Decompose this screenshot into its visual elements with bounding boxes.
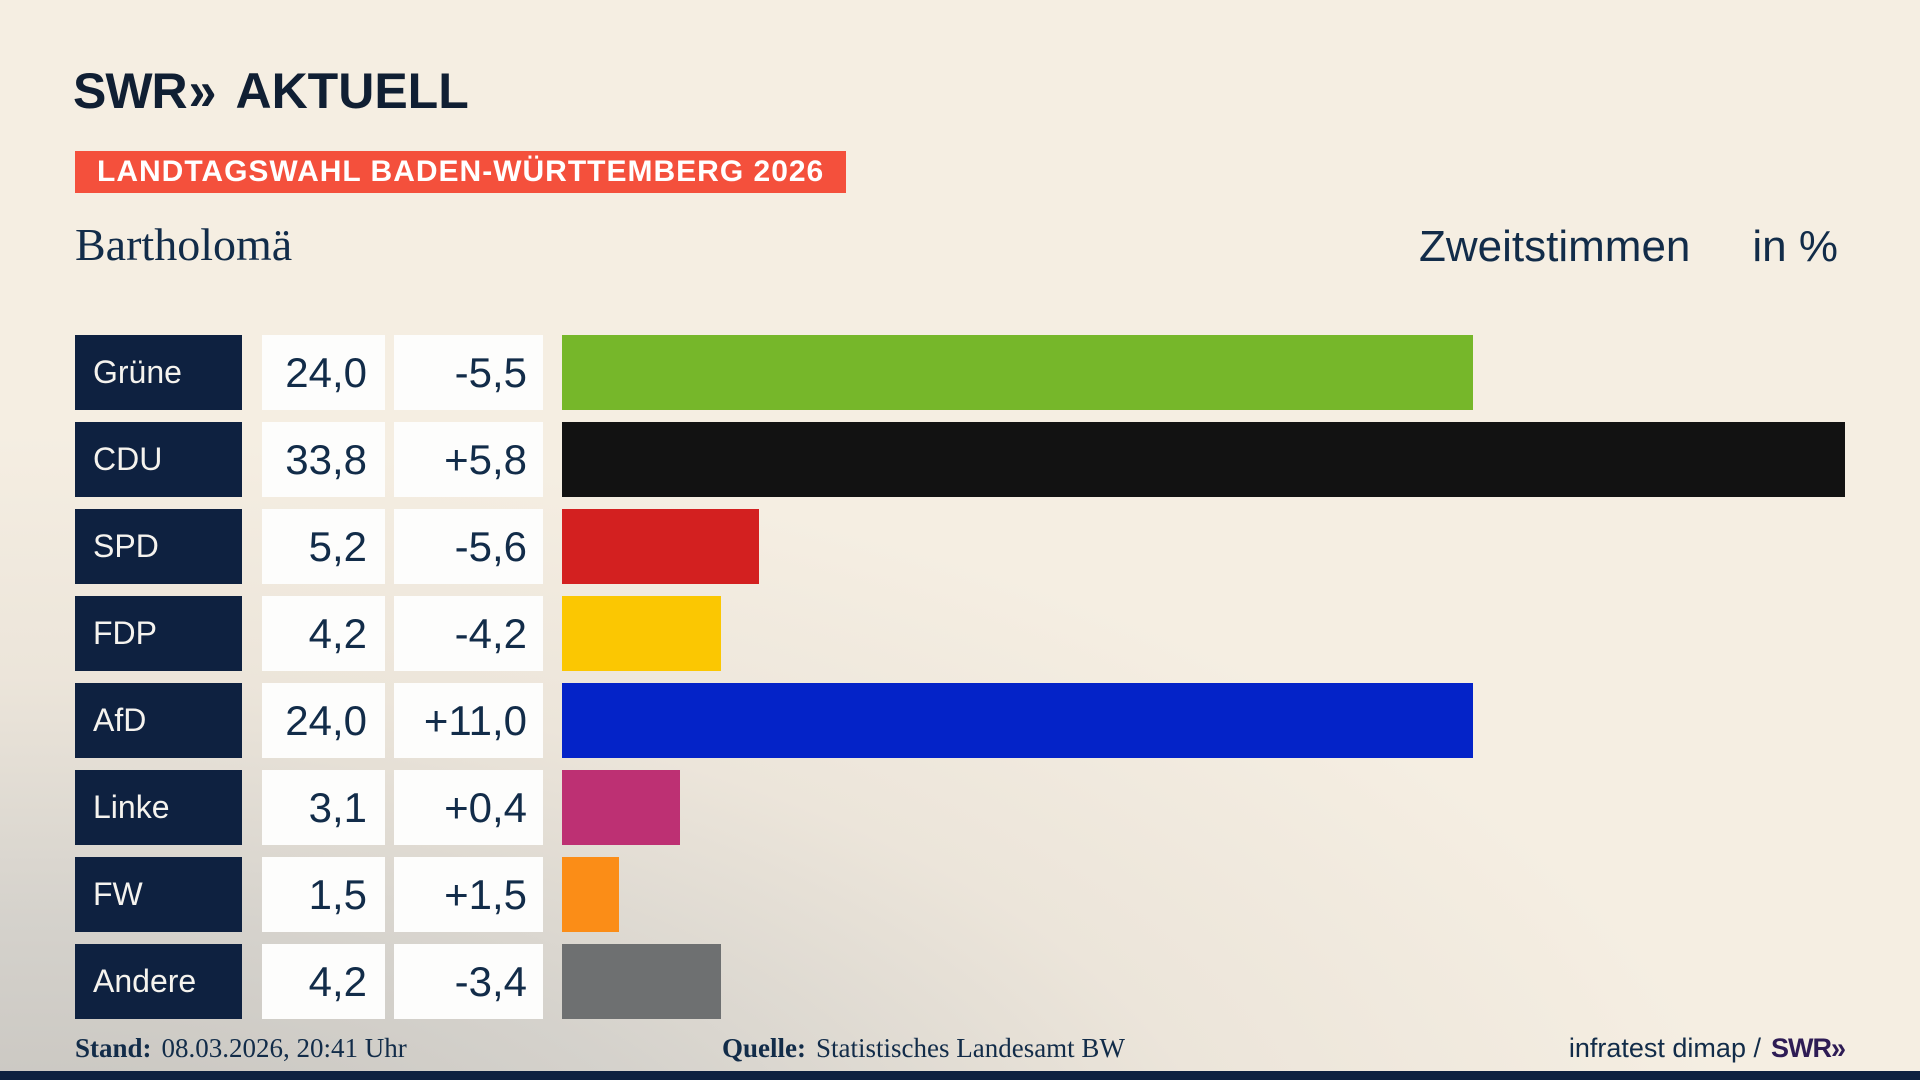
page-title: Bartholomä — [75, 219, 293, 270]
stand-label: Stand: — [75, 1033, 152, 1063]
table-row: Andere 4,2 -3,4 — [75, 944, 1845, 1019]
credit-chevrons-icon: » — [1830, 1031, 1846, 1065]
vote-share-value: 33,8 — [262, 422, 385, 497]
party-label: Linke — [75, 770, 242, 845]
result-bar — [562, 335, 1473, 410]
party-label: FDP — [75, 596, 242, 671]
result-bar — [562, 683, 1473, 758]
result-bar — [562, 422, 1845, 497]
vote-share-value: 4,2 — [262, 944, 385, 1019]
result-bar — [562, 857, 619, 932]
quelle-label: Quelle: — [722, 1033, 806, 1063]
bar-track — [562, 509, 1845, 584]
measure-label: Zweitstimmen — [1419, 222, 1691, 271]
result-bar — [562, 509, 760, 584]
party-label: Grüne — [75, 335, 242, 410]
party-label: FW — [75, 857, 242, 932]
results-bar-chart: Grüne 24,0 -5,5 CDU 33,8 +5,8 SPD 5,2 -5,6 FDP 4,2… — [75, 335, 1845, 1031]
vote-share-value: 3,1 — [262, 770, 385, 845]
bar-track — [562, 335, 1845, 410]
vote-share-value: 24,0 — [262, 335, 385, 410]
result-bar — [562, 770, 680, 845]
stand-value: 08.03.2026, 20:41 Uhr — [161, 1033, 407, 1063]
party-label: AfD — [75, 683, 242, 758]
table-row: Grüne 24,0 -5,5 — [75, 335, 1845, 410]
vote-change-value: -3,4 — [394, 944, 543, 1019]
bar-track — [562, 770, 1845, 845]
logo-chevrons-icon: » — [188, 59, 217, 123]
measure-header: Zweitstimmen in % — [1419, 222, 1838, 272]
vote-share-value: 5,2 — [262, 509, 385, 584]
vote-change-value: +5,8 — [394, 422, 543, 497]
vote-share-value: 24,0 — [262, 683, 385, 758]
vote-change-value: +1,5 — [394, 857, 543, 932]
result-bar — [562, 944, 722, 1019]
timestamp: Stand: 08.03.2026, 20:41 Uhr — [75, 1033, 407, 1064]
vote-change-value: +0,4 — [394, 770, 543, 845]
vote-change-value: -4,2 — [394, 596, 543, 671]
bar-track — [562, 944, 1845, 1019]
logo-aktuell-text: AKTUELL — [235, 63, 469, 119]
vote-change-value: -5,6 — [394, 509, 543, 584]
footer: Stand: 08.03.2026, 20:41 Uhr Quelle: Stati… — [0, 1031, 1920, 1073]
unit-label: in % — [1752, 222, 1838, 271]
logo-swr-text: SWR — [73, 63, 188, 119]
credit: infratest dimap / SWR» — [1568, 1031, 1846, 1065]
table-row: Linke 3,1 +0,4 — [75, 770, 1845, 845]
table-row: FDP 4,2 -4,2 — [75, 596, 1845, 671]
result-bar — [562, 596, 722, 671]
vote-change-value: +11,0 — [394, 683, 543, 758]
table-row: FW 1,5 +1,5 — [75, 857, 1845, 932]
election-banner: LANDTAGSWAHL BADEN-WÜRTTEMBERG 2026 — [75, 151, 847, 193]
party-label: SPD — [75, 509, 242, 584]
vote-change-value: -5,5 — [394, 335, 543, 410]
source: Quelle: Statistisches Landesamt BW — [722, 1033, 1125, 1064]
bar-track — [562, 857, 1845, 932]
bar-track — [562, 683, 1845, 758]
credit-text: infratest dimap / — [1568, 1033, 1761, 1063]
credit-swr-text: SWR — [1770, 1033, 1832, 1063]
bar-track — [562, 422, 1845, 497]
swr-aktuell-logo: SWR» AKTUELL — [73, 60, 469, 123]
table-row: AfD 24,0 +11,0 — [75, 683, 1845, 758]
quelle-value: Statistisches Landesamt BW — [815, 1033, 1125, 1063]
table-row: CDU 33,8 +5,8 — [75, 422, 1845, 497]
bar-track — [562, 596, 1845, 671]
table-row: SPD 5,2 -5,6 — [75, 509, 1845, 584]
bottom-bar — [0, 1071, 1920, 1080]
party-label: Andere — [75, 944, 242, 1019]
vote-share-value: 4,2 — [262, 596, 385, 671]
credit-swr-logo: SWR» — [1770, 1031, 1846, 1065]
party-label: CDU — [75, 422, 242, 497]
vote-share-value: 1,5 — [262, 857, 385, 932]
